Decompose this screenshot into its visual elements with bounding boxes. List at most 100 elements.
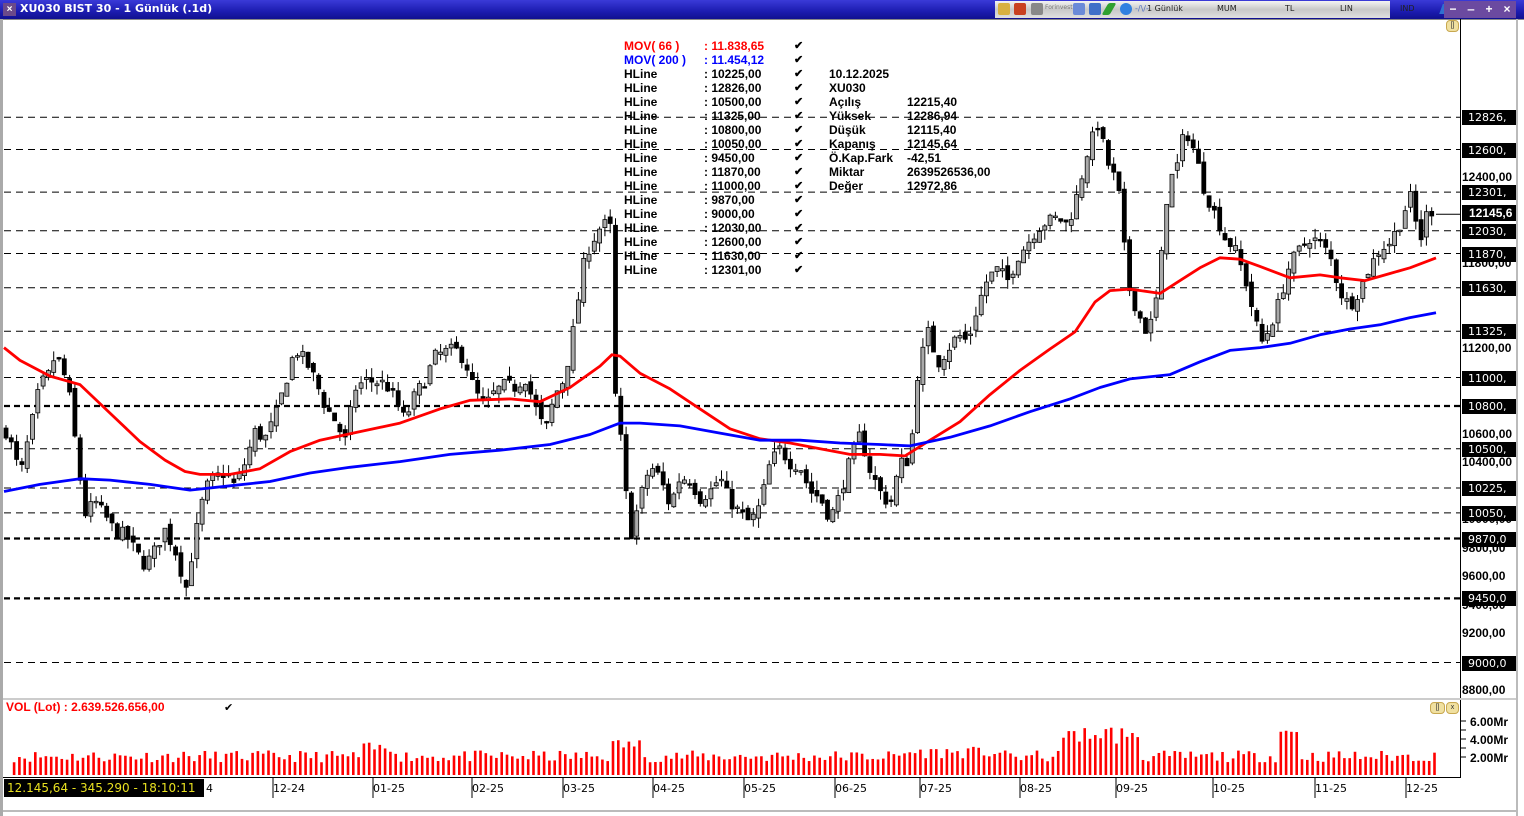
volume-check-icon[interactable]: ✔ bbox=[224, 702, 234, 714]
volume-bar bbox=[1247, 751, 1251, 775]
volume-bar bbox=[1099, 738, 1102, 775]
info-key: Düşük bbox=[829, 123, 866, 137]
candle-body bbox=[1042, 225, 1048, 231]
wave-icon[interactable]: -/\/- bbox=[1135, 4, 1149, 13]
volume-bar bbox=[389, 751, 392, 775]
volume-bar bbox=[1115, 743, 1118, 775]
restore-button[interactable]: ‒ bbox=[1467, 2, 1475, 16]
volume-bar bbox=[1189, 751, 1192, 775]
volume-bar bbox=[1427, 760, 1431, 775]
volume-bar bbox=[330, 751, 334, 775]
ma200-line[interactable] bbox=[3, 311, 1437, 493]
indicator-label[interactable]: IND bbox=[1400, 4, 1415, 13]
candle-body bbox=[194, 523, 200, 560]
volume-bar bbox=[1162, 750, 1166, 775]
chart-compare-icon[interactable] bbox=[1089, 3, 1101, 15]
legend-check-icon[interactable]: ✔ bbox=[794, 68, 804, 80]
legend-check-icon[interactable]: ✔ bbox=[794, 152, 804, 164]
candle-body bbox=[1365, 273, 1371, 279]
candle-body bbox=[178, 552, 184, 577]
candle-body bbox=[576, 299, 581, 324]
candle-body bbox=[1015, 260, 1021, 276]
volume-bar bbox=[129, 756, 132, 775]
volume-bar bbox=[383, 748, 387, 775]
legend-check-icon[interactable]: ✔ bbox=[794, 208, 804, 220]
legend-check-icon[interactable]: ✔ bbox=[794, 96, 804, 108]
volume-bar bbox=[945, 749, 949, 775]
candle-body bbox=[920, 346, 926, 385]
legend-check-icon[interactable]: ✔ bbox=[794, 250, 804, 262]
legend-check-icon[interactable]: ✔ bbox=[794, 54, 804, 66]
move-icon[interactable] bbox=[1120, 3, 1132, 15]
maximize-button[interactable]: + bbox=[1485, 2, 1493, 16]
candle-body bbox=[936, 355, 942, 368]
chart-type-selector[interactable]: MUM bbox=[1217, 4, 1237, 13]
info-row: Ö.Kap.Fark -42,51 bbox=[829, 151, 990, 165]
chart-color-icon[interactable] bbox=[1014, 3, 1026, 15]
volume-bar bbox=[240, 758, 244, 775]
volume-bar bbox=[919, 749, 922, 775]
minimize-button[interactable]: − bbox=[1449, 2, 1457, 16]
candle-body bbox=[231, 478, 237, 483]
legend-check-icon[interactable]: ✔ bbox=[794, 222, 804, 234]
hline-price-label: 12030, bbox=[1462, 223, 1516, 239]
legend-check-icon[interactable]: ✔ bbox=[794, 236, 804, 248]
calendar-icon[interactable] bbox=[1073, 3, 1085, 15]
volume-bar bbox=[399, 761, 403, 775]
volume-bar bbox=[1332, 757, 1336, 775]
volume-bar bbox=[458, 755, 461, 775]
volume-bar bbox=[882, 758, 885, 775]
volume-bar bbox=[1258, 762, 1261, 775]
candle-body bbox=[581, 257, 587, 303]
candle-body bbox=[157, 545, 163, 548]
candle-body bbox=[136, 543, 141, 553]
volume-bar bbox=[1083, 728, 1086, 775]
volume-bar bbox=[627, 741, 631, 775]
candle-body bbox=[422, 386, 428, 389]
close-chart-icon[interactable]: × bbox=[3, 3, 16, 16]
x-label-partial: 4 bbox=[206, 782, 213, 795]
legend-check-icon[interactable]: ✔ bbox=[794, 194, 804, 206]
period-selector[interactable]: 1 Günlük bbox=[1147, 4, 1183, 13]
volume-bar bbox=[23, 758, 26, 775]
legend-check-icon[interactable]: ✔ bbox=[794, 110, 804, 122]
candle-body bbox=[671, 493, 677, 508]
candle-body bbox=[867, 456, 873, 473]
close-window-button[interactable]: × bbox=[1503, 2, 1511, 16]
volume-bar bbox=[65, 759, 69, 775]
legend-check-icon[interactable]: ✔ bbox=[794, 40, 804, 52]
candle-body bbox=[1333, 259, 1339, 283]
legend-check-icon[interactable]: ✔ bbox=[794, 264, 804, 276]
volume-pane-close-icon[interactable]: x bbox=[1446, 702, 1459, 714]
legend-check-icon[interactable]: ✔ bbox=[794, 138, 804, 150]
volume-bar bbox=[887, 751, 890, 775]
volume-bar bbox=[161, 755, 164, 775]
legend-check-icon[interactable]: ✔ bbox=[794, 166, 804, 178]
volume-bar bbox=[680, 758, 684, 775]
candle-body bbox=[1127, 239, 1132, 292]
candle-body bbox=[565, 365, 571, 388]
volume-bar bbox=[892, 754, 896, 775]
info-key: Ö.Kap.Fark bbox=[829, 151, 894, 165]
hline-price-label: 12301, bbox=[1462, 185, 1516, 201]
candle-body bbox=[1074, 194, 1079, 220]
ma66-line[interactable] bbox=[3, 256, 1437, 476]
candle-body bbox=[247, 446, 253, 466]
candle-body bbox=[1222, 233, 1228, 241]
volume-bar bbox=[1353, 751, 1357, 775]
legend-check-icon[interactable]: ✔ bbox=[794, 124, 804, 136]
pane-resize-icon[interactable]: [] bbox=[1446, 20, 1459, 32]
volume-pane-resize-icon[interactable]: [] bbox=[1430, 702, 1445, 714]
currency-selector[interactable]: TL bbox=[1285, 4, 1295, 13]
legend-check-icon[interactable]: ✔ bbox=[794, 82, 804, 94]
candle-body bbox=[173, 546, 179, 556]
legend-check-icon[interactable]: ✔ bbox=[794, 180, 804, 192]
volume-bar bbox=[1120, 728, 1124, 775]
stack-icon[interactable] bbox=[998, 3, 1010, 15]
volume-bar bbox=[1147, 761, 1150, 775]
layout-icon[interactable] bbox=[1031, 3, 1043, 15]
scale-selector[interactable]: LIN bbox=[1340, 4, 1353, 13]
info-value: -42,51 bbox=[907, 151, 942, 165]
pane-separator[interactable] bbox=[3, 698, 1516, 700]
